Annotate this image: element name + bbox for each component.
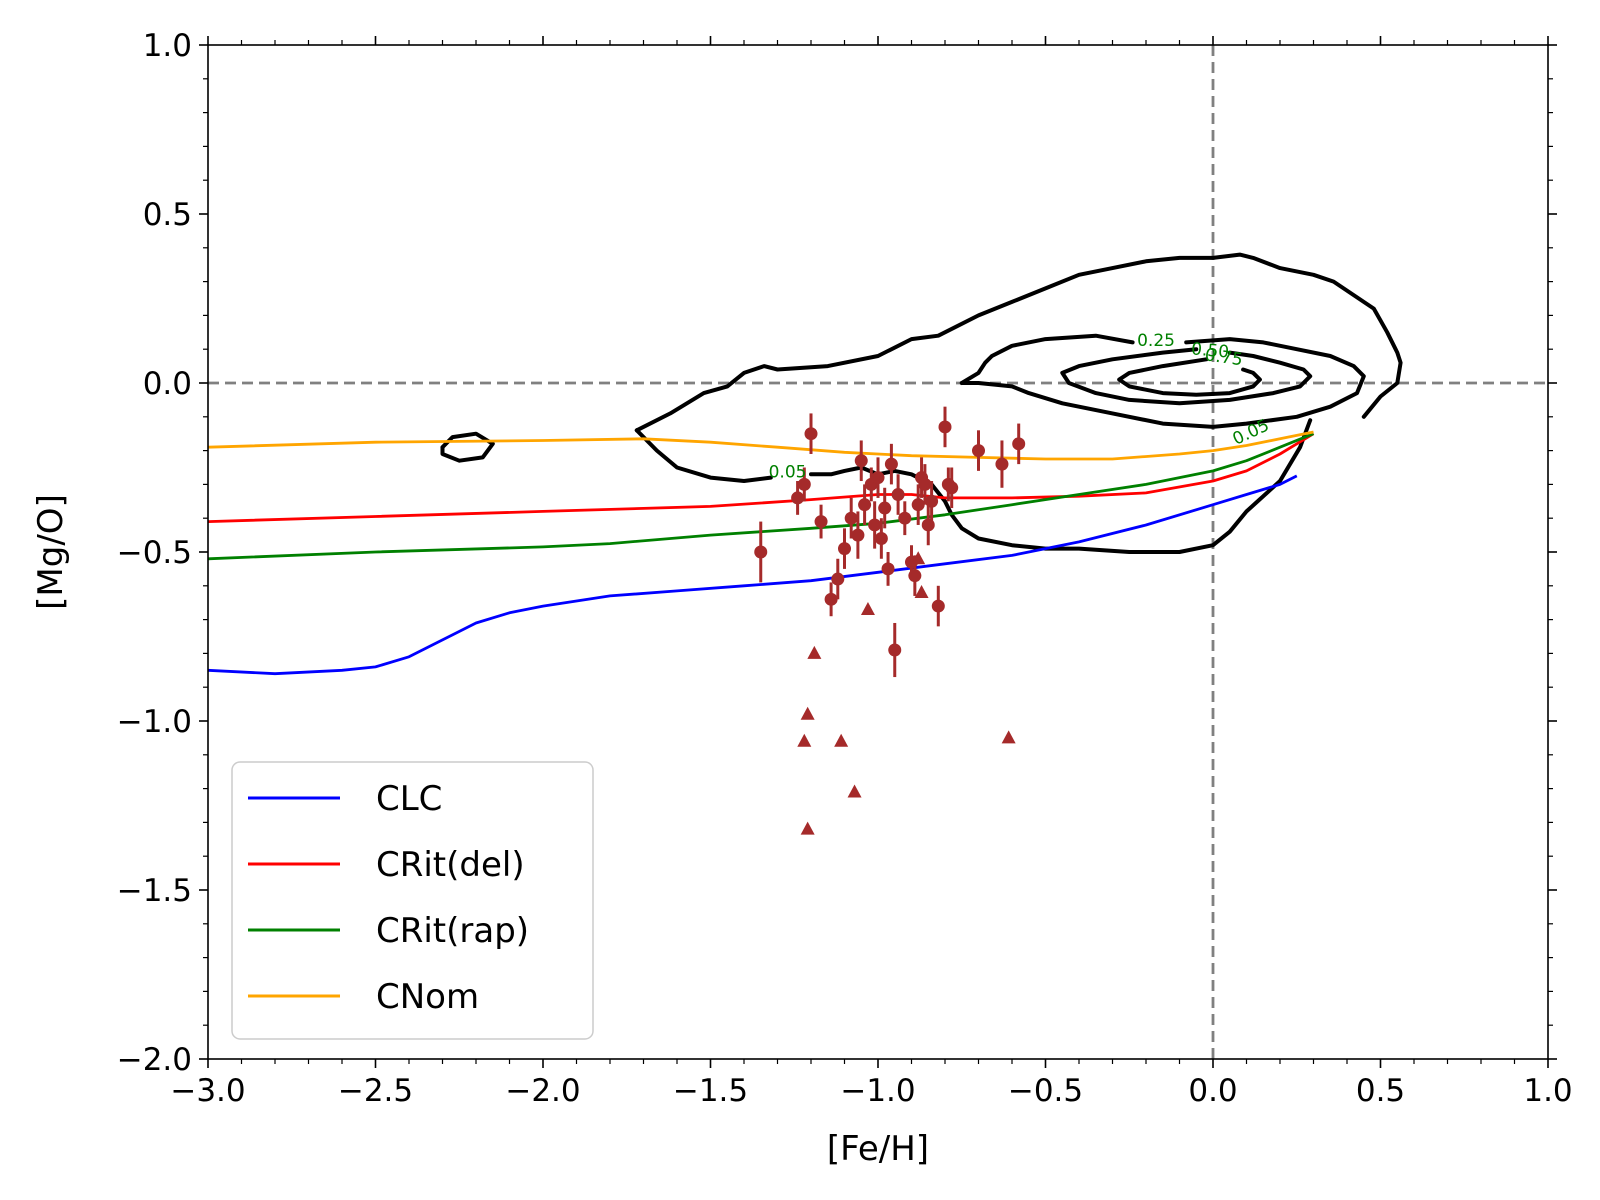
observation-point bbox=[824, 592, 838, 606]
observation-point bbox=[925, 494, 939, 508]
contour-0.05-path bbox=[634, 428, 773, 483]
observation-point bbox=[791, 491, 805, 505]
x-tick-label: −2.0 bbox=[505, 1073, 580, 1109]
series-line-clc bbox=[208, 474, 1298, 676]
observations bbox=[754, 406, 1026, 678]
contour-label: 0.50 bbox=[1190, 339, 1229, 362]
observation-point bbox=[931, 599, 945, 613]
x-tick-label: −1.0 bbox=[840, 1073, 915, 1109]
contour-0.25-path bbox=[959, 333, 1135, 385]
series-line-crit-rap- bbox=[208, 432, 1315, 561]
observation-point bbox=[838, 542, 851, 556]
observation-point bbox=[884, 457, 898, 471]
y-tick-label: 0.0 bbox=[143, 366, 192, 402]
y-tick-label: 0.5 bbox=[143, 197, 192, 233]
observation-point bbox=[854, 454, 868, 468]
upper-limit-marker bbox=[914, 585, 929, 599]
observation-point bbox=[858, 498, 872, 512]
y-tick-label: −0.5 bbox=[117, 535, 192, 571]
observation-point bbox=[938, 420, 952, 434]
contour-label: 0.05 bbox=[769, 463, 807, 483]
x-tick-label: −0.5 bbox=[1008, 1073, 1083, 1109]
observation-point bbox=[972, 444, 985, 458]
observation-point bbox=[871, 471, 885, 485]
y-tick-label: −2.0 bbox=[117, 1042, 192, 1078]
x-tick-label: 1.0 bbox=[1523, 1073, 1572, 1109]
axis-ticks bbox=[199, 36, 1557, 1068]
observation-point bbox=[797, 477, 811, 491]
model-series bbox=[208, 430, 1315, 676]
y-tick-label: 1.0 bbox=[143, 28, 192, 64]
observation-point bbox=[868, 518, 882, 532]
y-axis-title: [Mg/O] bbox=[31, 494, 71, 610]
upper-limits bbox=[797, 551, 1016, 835]
upper-limit-marker bbox=[797, 733, 812, 747]
y-tick-labels: 1.0 0.5 0.0 −0.5 −1.0 −1.5 −2.0 bbox=[117, 28, 192, 1078]
observation-point bbox=[1012, 437, 1026, 451]
contour-0.05-path bbox=[440, 431, 495, 463]
x-axis-title: [Fe/H] bbox=[827, 1129, 929, 1169]
observation-point bbox=[804, 427, 818, 441]
legend: CLC CRit(del) CRit(rap) CNom bbox=[231, 761, 594, 1040]
observation-point bbox=[945, 481, 959, 495]
observation-point bbox=[921, 518, 935, 532]
observation-point bbox=[891, 488, 905, 502]
legend-label: CNom bbox=[376, 977, 479, 1017]
legend-label: CRit(del) bbox=[376, 845, 525, 885]
contour-label: 0.25 bbox=[1137, 331, 1175, 351]
contour-0.75-path bbox=[1117, 357, 1262, 397]
observation-point bbox=[878, 501, 892, 515]
upper-limit-marker bbox=[847, 784, 862, 798]
x-tick-label: −3.0 bbox=[170, 1073, 245, 1109]
contour-0.25-path bbox=[959, 337, 1366, 429]
observation-point bbox=[851, 528, 865, 542]
x-tick-label: −2.5 bbox=[338, 1073, 413, 1109]
y-tick-label: −1.5 bbox=[117, 873, 192, 909]
observation-point bbox=[874, 531, 888, 545]
observation-point bbox=[918, 477, 932, 491]
contour-0.05-path bbox=[634, 252, 1403, 433]
series-line-cnom bbox=[208, 430, 1314, 461]
x-tick-labels: −3.0 −2.5 −2.0 −1.5 −1.0 −0.5 0.0 0.5 1.0 bbox=[170, 1073, 1572, 1109]
x-tick-label: 0.0 bbox=[1188, 1073, 1237, 1109]
observation-point bbox=[754, 545, 768, 559]
observation-point bbox=[881, 562, 895, 576]
legend-label: CRit(rap) bbox=[376, 911, 529, 951]
observation-point bbox=[911, 498, 925, 512]
upper-limit-marker bbox=[800, 706, 815, 720]
series-line-crit-del- bbox=[208, 432, 1315, 523]
contour-0.50-path bbox=[1060, 347, 1313, 406]
upper-limit-marker bbox=[800, 821, 815, 835]
upper-limit-marker bbox=[807, 645, 822, 659]
x-tick-label: 0.5 bbox=[1356, 1073, 1405, 1109]
observation-point bbox=[908, 569, 922, 583]
observation-point bbox=[888, 643, 902, 657]
y-tick-label: −1.0 bbox=[117, 704, 192, 740]
observation-point bbox=[814, 515, 828, 529]
observation-point bbox=[995, 457, 1009, 471]
legend-box bbox=[231, 761, 594, 1040]
x-tick-label: −1.5 bbox=[673, 1073, 748, 1109]
reference-lines bbox=[208, 45, 1548, 1059]
upper-limit-marker bbox=[860, 601, 875, 615]
legend-label: CLC bbox=[376, 779, 442, 819]
observation-point bbox=[831, 572, 845, 586]
observation-point bbox=[844, 511, 858, 525]
observation-point bbox=[898, 511, 912, 525]
upper-limit-marker bbox=[911, 551, 926, 565]
upper-limit-marker bbox=[1001, 730, 1016, 744]
upper-limit-marker bbox=[834, 733, 849, 747]
